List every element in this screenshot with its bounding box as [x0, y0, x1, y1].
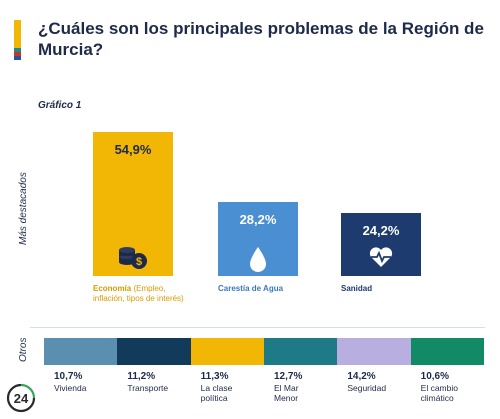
- water-drop-icon: [248, 246, 268, 279]
- others-category-label: Vivienda: [54, 383, 87, 393]
- bar-3: 24,2%: [341, 213, 421, 276]
- others-category-label: El cambio climático: [420, 383, 458, 403]
- chart-title: ¿Cuáles son los principales problemas de…: [38, 19, 484, 59]
- category-detail: (Empleo, inflación, tipos de interés): [93, 284, 184, 303]
- others-segment-4: [264, 338, 338, 365]
- category-label: Sanidad: [341, 284, 373, 293]
- others-value-label: 14,2%: [347, 371, 376, 382]
- bar-2: 28,2%: [218, 202, 298, 276]
- others-segment-3: [190, 338, 265, 365]
- others-segment-1: [44, 338, 118, 365]
- svg-text:$: $: [136, 256, 142, 268]
- others-value-label: 11,3%: [200, 371, 229, 382]
- others-value-label: 10,7%: [54, 371, 83, 382]
- heart-pulse-icon: [368, 246, 394, 273]
- axis-main-label: Más destacados: [18, 172, 29, 245]
- category-label: Carestía de Agua: [218, 284, 284, 293]
- coins-icon: $: [118, 242, 148, 275]
- others-value-label: 11,2%: [127, 371, 156, 382]
- bar-value-label: 24,2%: [362, 223, 400, 238]
- others-segment-5: [337, 338, 412, 365]
- others-category-label: Seguridad: [347, 383, 387, 393]
- section-divider: [30, 327, 485, 328]
- bar-value-label: 54,9%: [114, 142, 152, 157]
- title-accent-bar: [14, 20, 21, 60]
- others-category-label: El Mar Menor: [274, 383, 299, 403]
- others-value-label: 12,7%: [274, 371, 303, 382]
- others-segment-2: [117, 338, 192, 365]
- logo-text: 24: [14, 391, 29, 406]
- category-label: Economía (Empleo, inflación, tipos de in…: [93, 284, 184, 303]
- logo-24: 24: [6, 383, 36, 413]
- bar-value-label: 28,2%: [239, 212, 277, 227]
- chart-subtitle: Gráfico 1: [38, 100, 82, 111]
- others-category-label: La clase política: [200, 383, 233, 403]
- others-value-label: 10,6%: [420, 371, 450, 382]
- others-segment-6: [410, 338, 485, 365]
- axis-others-label: Otros: [18, 337, 29, 362]
- others-category-label: Transporte: [127, 383, 169, 393]
- bar-1: 54,9% $: [93, 132, 173, 276]
